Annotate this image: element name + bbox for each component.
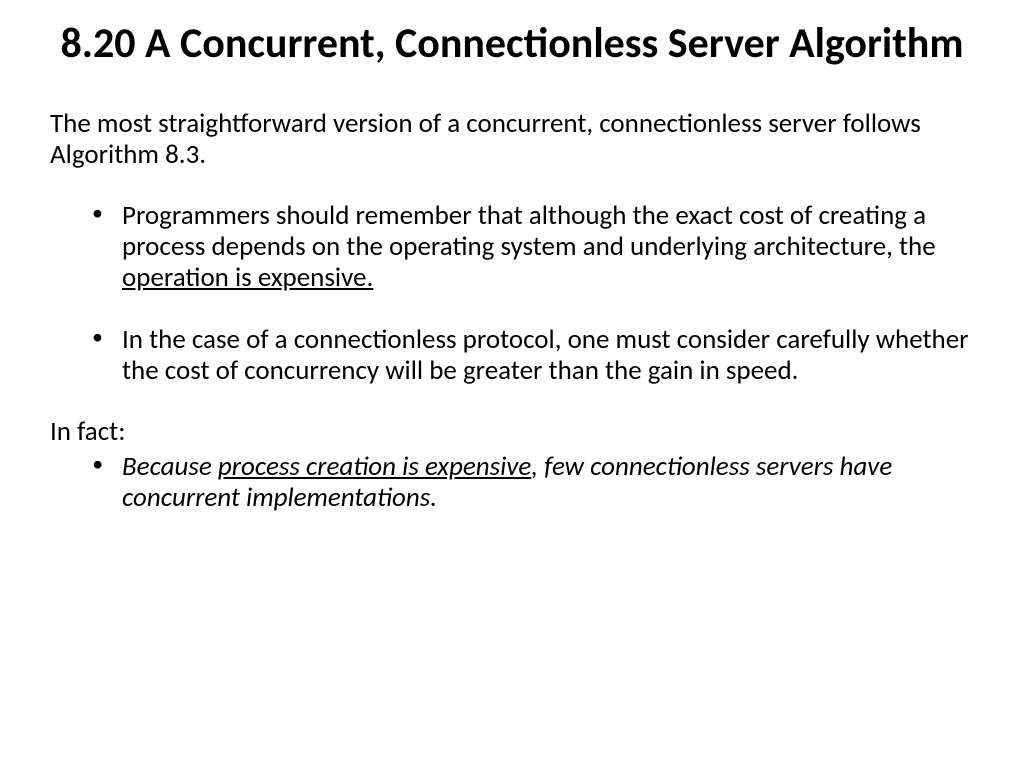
bullet1-text-a: Programmers should remember that althoug… xyxy=(122,199,936,263)
bullet-item-2: In the case of a connectionless protocol… xyxy=(50,324,974,386)
slide-title: 8.20 A Concurrent, Connectionless Server… xyxy=(50,20,974,68)
in-fact-label: In fact: xyxy=(50,416,974,447)
intro-paragraph: The most straightforward version of a co… xyxy=(50,108,974,170)
bullet-item-3: Because process creation is expensive, f… xyxy=(50,451,974,513)
bullet-item-1: Programmers should remember that althoug… xyxy=(50,200,974,293)
bullet-list-1: Programmers should remember that althoug… xyxy=(50,200,974,385)
bullet3-text-underlined: process creation is expensive xyxy=(218,450,531,483)
bullet-list-2: Because process creation is expensive, f… xyxy=(50,451,974,513)
bullet3-text-a: Because xyxy=(122,450,218,483)
bullet1-text-underlined: operation is expensive. xyxy=(122,261,373,294)
